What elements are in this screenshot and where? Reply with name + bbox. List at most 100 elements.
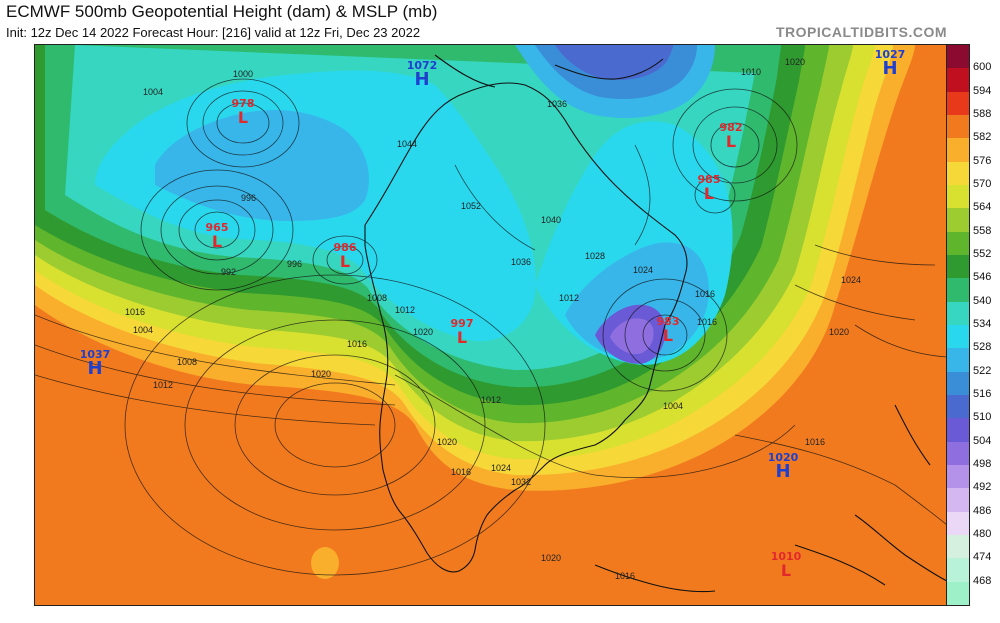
center-value: 965 xyxy=(205,221,229,234)
isobar-label: 1008 xyxy=(367,293,388,303)
colorbar-cell xyxy=(947,231,969,256)
center-value: 978 xyxy=(231,97,255,110)
colorbar-cell xyxy=(947,581,969,606)
isobar-label: 1016 xyxy=(695,289,716,299)
chart-title: ECMWF 500mb Geopotential Height (dam) & … xyxy=(6,2,438,21)
isobar-label: 1012 xyxy=(153,380,174,390)
isobar-label: 1000 xyxy=(233,69,254,79)
center-high-1072: 1072 H xyxy=(402,59,442,90)
isobar-label: 1044 xyxy=(397,139,418,149)
isobar-label: 1016 xyxy=(451,467,472,477)
center-low-985: 985 L xyxy=(692,173,726,203)
colorbar-cell xyxy=(947,511,969,536)
colorbar-cell xyxy=(947,68,969,93)
colorbar-cell xyxy=(947,91,969,116)
colorbar-tick-label: 510 xyxy=(973,411,992,424)
weather-map: 978 L 965 L 986 L 997 L 982 L 985 L 983 … xyxy=(34,44,948,606)
colorbar-tick-label: 522 xyxy=(973,364,992,377)
colorbar-tick-label: 540 xyxy=(973,294,992,307)
center-type: L xyxy=(703,184,715,203)
colorbar-cell xyxy=(947,558,969,583)
brand-watermark: TROPICALTIDBITS.COM xyxy=(775,24,947,40)
colorbar-cell xyxy=(947,488,969,513)
isobar-label: 1032 xyxy=(511,477,532,487)
colorbar-tick-label: 600 xyxy=(973,61,992,74)
colorbar-tick-label: 492 xyxy=(973,481,992,494)
center-high-1037: 1037 H xyxy=(75,348,115,379)
colorbar-tick-label: 570 xyxy=(973,178,992,190)
center-value: 1027 xyxy=(874,48,906,61)
isobar-label: 1020 xyxy=(437,437,458,447)
isobar-label: 1012 xyxy=(395,305,416,315)
isobar-label: 1020 xyxy=(785,57,806,67)
colorbar-tick-label: 564 xyxy=(973,201,992,214)
center-value: 1072 xyxy=(406,59,438,72)
colorbar-tick-label: 594 xyxy=(973,84,992,97)
center-low-1010: 1010 L xyxy=(768,550,804,580)
isobar-label: 1004 xyxy=(133,325,154,335)
coastlines xyxy=(364,54,947,593)
center-type: L xyxy=(456,328,468,347)
colorbar-cell xyxy=(947,208,969,233)
colorbar-cell xyxy=(947,465,969,489)
colorbar-cell xyxy=(947,161,969,186)
colorbar-tick-label: 588 xyxy=(973,108,992,120)
center-low-997: 997 L xyxy=(445,317,479,347)
colorbar-tick-label: 516 xyxy=(973,388,992,400)
center-value: 986 xyxy=(333,241,357,254)
isobar-label: 1004 xyxy=(663,401,684,411)
isobar-label: 1012 xyxy=(559,293,580,303)
isobar-label: 1036 xyxy=(511,257,532,267)
colorbar-tick-label: 528 xyxy=(973,341,992,354)
colorbar-cell xyxy=(947,441,969,466)
center-low-965: 965 L xyxy=(200,221,234,251)
center-low-983: 983 L xyxy=(651,315,685,345)
center-type: L xyxy=(780,561,792,580)
colorbar-tick-label: 504 xyxy=(973,434,992,447)
isobar-label: 1052 xyxy=(461,201,482,211)
isobar-label: 1020 xyxy=(311,369,332,379)
colorbar-cell xyxy=(947,301,969,326)
colorbar-tick-label: 546 xyxy=(973,271,992,284)
center-type: H xyxy=(87,358,103,379)
center-value: 1010 xyxy=(770,550,802,563)
isobar-label: 1028 xyxy=(585,251,606,261)
center-type: H xyxy=(414,69,430,90)
colorbar-tick-label: 534 xyxy=(973,318,992,330)
colorbar-cell xyxy=(947,371,969,396)
colorbar-cell xyxy=(947,348,969,373)
isobar-label: 1016 xyxy=(697,317,718,327)
colorbar-cell xyxy=(947,45,969,69)
colorbar-cell xyxy=(947,185,969,209)
isobar-label: 996 xyxy=(287,259,303,269)
center-high-1020: 1020 H xyxy=(763,451,803,481)
center-value: 983 xyxy=(656,315,680,328)
height-field-582-patch xyxy=(311,547,339,579)
isobar-label: 1024 xyxy=(841,275,862,285)
isobar-label: 1010 xyxy=(741,67,762,77)
isobar-label: 1012 xyxy=(481,395,502,405)
center-type: L xyxy=(662,326,674,345)
center-low-978: 978 L xyxy=(226,97,260,127)
run-info: Init: 12z Dec 14 2022 Forecast Hour: [21… xyxy=(6,25,421,40)
colorbar-tick-label: 480 xyxy=(973,528,992,540)
isobar-label: 1040 xyxy=(541,215,562,225)
center-type: L xyxy=(211,232,223,251)
height-field-498-lakes xyxy=(610,318,654,355)
center-value: 1037 xyxy=(79,348,111,361)
height-field-528 xyxy=(155,110,369,221)
isobar-label: 1004 xyxy=(143,87,164,97)
colorbar-labels: 600 594 588 582 576 570 564 558 552 546 540 534 528 5… xyxy=(970,44,1000,604)
isobar-label: 1024 xyxy=(491,463,512,473)
colorbar xyxy=(946,44,970,606)
isobar-label: 996 xyxy=(241,193,257,203)
isobar-label: 1008 xyxy=(177,357,198,367)
colorbar-tick-label: 474 xyxy=(973,551,992,564)
colorbar-tick-label: 468 xyxy=(973,574,992,587)
center-value: 1020 xyxy=(767,451,799,464)
center-type: L xyxy=(339,252,351,271)
center-low-982: 982 L xyxy=(714,121,748,150)
center-type: L xyxy=(237,108,249,127)
isobar-label: 1016 xyxy=(805,437,826,447)
colorbar-tick-label: 552 xyxy=(973,248,992,260)
